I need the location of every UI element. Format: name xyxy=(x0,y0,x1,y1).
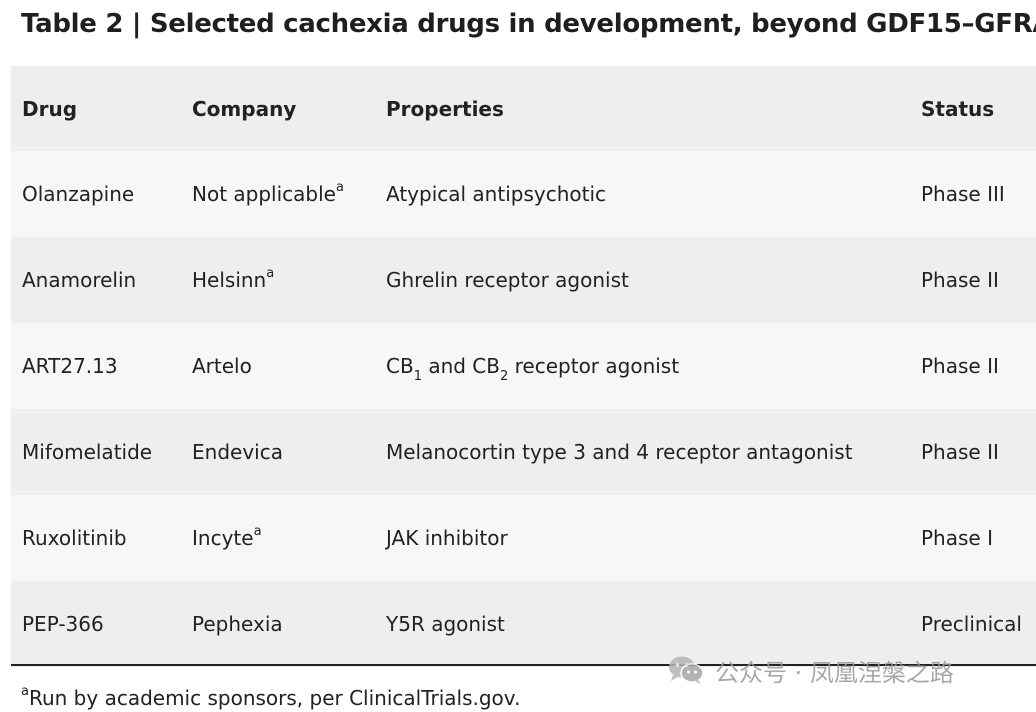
status-cell: Phase II xyxy=(921,440,999,464)
company-cell: Helsinna xyxy=(192,266,275,292)
properties-cell: CB1 and CB2 receptor agonist xyxy=(386,354,680,384)
drug-cell: Olanzapine xyxy=(22,182,135,206)
company-cell: Endevica xyxy=(192,440,283,464)
status-cell: Phase III xyxy=(921,182,1005,206)
properties-cell: Atypical antipsychotic xyxy=(386,182,607,206)
footnote-text: Run by academic sponsors, per ClinicalTr… xyxy=(28,686,521,710)
header-drug: Drug xyxy=(22,96,78,121)
company-cell: Incytea xyxy=(192,524,262,550)
drug-cell: Mifomelatide xyxy=(22,440,153,464)
table-row: Olanzapine Not applicablea Atypical anti… xyxy=(11,151,1036,237)
table-bottom-rule xyxy=(11,664,1036,666)
table-row: ART27.13 Artelo CB1 and CB2 receptor ago… xyxy=(11,323,1036,409)
drug-cell: Anamorelin xyxy=(22,268,137,292)
status-cell: Phase II xyxy=(921,268,999,292)
table-row: PEP-366 Pephexia Y5R agonist Preclinical xyxy=(11,581,1036,667)
properties-cell: JAK inhibitor xyxy=(386,526,508,550)
footnote-mark: a xyxy=(253,524,262,540)
drug-cell: ART27.13 xyxy=(22,354,118,378)
footnote-mark: a xyxy=(21,684,29,700)
status-cell: Phase I xyxy=(921,526,993,550)
properties-cell: Ghrelin receptor agonist xyxy=(386,268,629,292)
header-status: Status xyxy=(921,96,995,121)
properties-cell: Y5R agonist xyxy=(386,612,505,636)
properties-cell: Melanocortin type 3 and 4 receptor antag… xyxy=(386,440,853,464)
drug-cell: PEP-366 xyxy=(22,612,104,636)
footnote-mark: a xyxy=(266,266,275,282)
table-row: Ruxolitinib Incytea JAK inhibitor Phase … xyxy=(11,495,1036,581)
table-header-row: Drug Company Properties Status xyxy=(11,66,1036,151)
company-cell: Not applicablea xyxy=(192,180,344,206)
table-row: Mifomelatide Endevica Melanocortin type … xyxy=(11,409,1036,495)
drugs-table: Drug Company Properties Status Olanzapin… xyxy=(11,66,1036,667)
status-cell: Phase II xyxy=(921,354,999,378)
header-company: Company xyxy=(192,96,297,121)
status-cell: Preclinical xyxy=(921,612,1022,636)
footnote-mark: a xyxy=(335,180,344,196)
watermark: 公众号 · 凤凰涅槃之路 xyxy=(667,653,954,687)
footnote: aRun by academic sponsors, per ClinicalT… xyxy=(21,684,521,710)
company-cell: Artelo xyxy=(192,354,252,378)
header-properties: Properties xyxy=(386,96,504,121)
drug-cell: Ruxolitinib xyxy=(22,526,127,550)
company-cell: Pephexia xyxy=(192,612,283,636)
wechat-icon xyxy=(669,656,704,684)
table-title: Table 2 | Selected cachexia drugs in dev… xyxy=(21,9,1036,39)
watermark-text: 公众号 · 凤凰涅槃之路 xyxy=(715,658,954,687)
table-row: Anamorelin Helsinna Ghrelin receptor ago… xyxy=(11,237,1036,323)
